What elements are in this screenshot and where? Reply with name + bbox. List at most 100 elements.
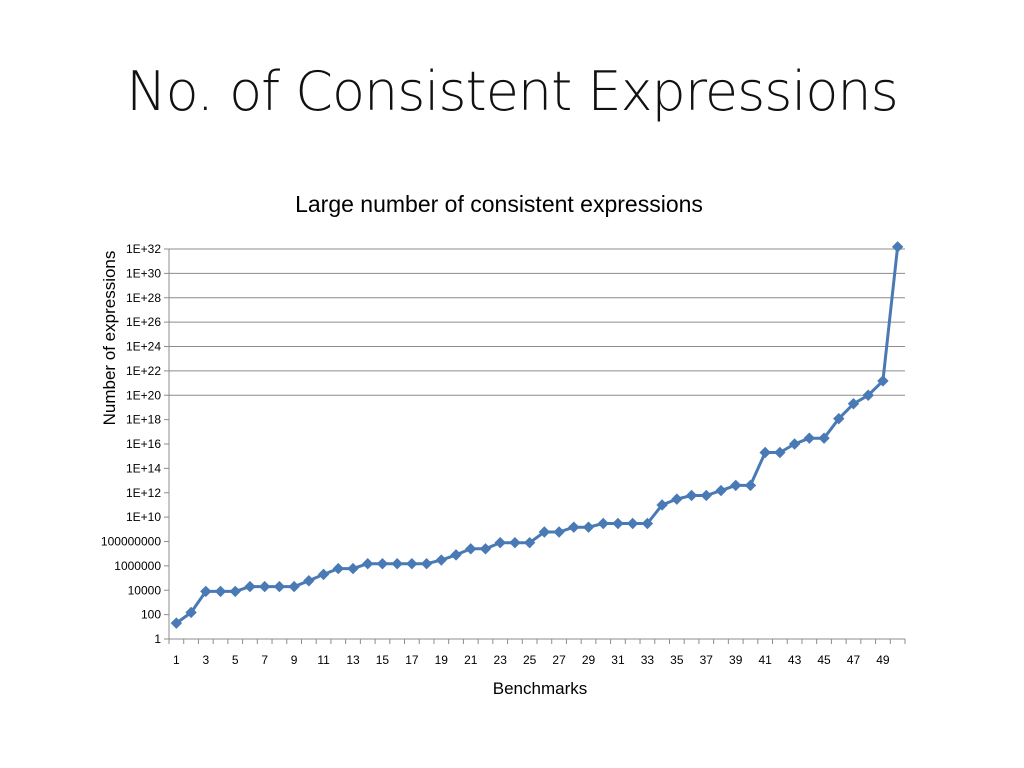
y-tick-label: 10000 — [128, 583, 162, 597]
y-tick-labels: 1 100 10000 1000000 100000000 1E+10 1E+12 1E+14… — [101, 242, 161, 646]
y-tick-label: 1E+16 — [126, 437, 161, 451]
data-point — [744, 479, 757, 492]
data-point — [362, 558, 374, 570]
data-point — [582, 521, 595, 533]
data-point — [376, 558, 389, 570]
data-point — [700, 489, 712, 502]
y-tick-label: 1E+22 — [126, 364, 161, 378]
data-point — [715, 484, 727, 497]
data-point — [685, 489, 698, 502]
x-tick-label: 37 — [700, 653, 714, 667]
data-point — [214, 585, 227, 598]
data-point — [626, 517, 639, 530]
y-tick-label: 100 — [141, 608, 161, 622]
x-tick-label: 49 — [876, 653, 890, 667]
data-point — [450, 549, 462, 561]
x-tick-labels: 1 3 5 7 9 11 13 15 17 19 21 23 25 27 29 31 33 35 37 39 41 43 4… — [173, 653, 890, 667]
y-tick-label: 1E+26 — [126, 315, 161, 329]
y-tick-label: 100000000 — [101, 535, 161, 549]
data-point — [877, 375, 889, 387]
data-point — [347, 562, 359, 575]
data-point — [303, 575, 315, 587]
y-tick-label: 1E+14 — [126, 461, 161, 475]
y-tick-label: 1E+24 — [126, 340, 161, 354]
data-point — [774, 446, 786, 459]
x-tick-label: 31 — [611, 653, 625, 667]
x-tick-label: 7 — [261, 653, 268, 667]
y-tick-label: 1E+10 — [126, 510, 161, 524]
x-axis-title: Benchmarks — [493, 679, 587, 698]
data-point — [479, 543, 492, 555]
y-tick-label: 1E+18 — [126, 413, 161, 427]
x-tick-label: 1 — [173, 653, 180, 667]
x-tick-label: 9 — [291, 653, 298, 667]
x-tick-label: 21 — [464, 653, 478, 667]
data-point — [229, 585, 241, 598]
y-tick-label: 1E+32 — [126, 242, 161, 256]
data-point — [759, 446, 771, 459]
x-tick-label: 5 — [232, 653, 239, 667]
x-tick-label: 3 — [202, 653, 209, 667]
series-markers — [170, 241, 904, 629]
data-point — [435, 554, 448, 566]
x-tick-label: 17 — [405, 653, 419, 667]
y-tick-label: 1E+12 — [126, 486, 161, 500]
series-line — [175, 246, 900, 625]
data-point — [332, 562, 344, 575]
series-line — [175, 246, 900, 625]
y-tick-label: 1E+30 — [126, 266, 161, 280]
x-tick-label: 47 — [847, 653, 861, 667]
slide-title: No. of Consistent Expressions — [126, 60, 898, 123]
data-point — [185, 606, 197, 619]
data-point — [862, 389, 874, 401]
x-tick-label: 25 — [523, 653, 537, 667]
x-tick-label: 39 — [729, 653, 743, 667]
x-tick-label: 23 — [494, 653, 508, 667]
x-tick-label: 43 — [788, 653, 802, 667]
data-point — [406, 558, 418, 570]
data-point — [244, 580, 256, 593]
data-point — [818, 432, 830, 444]
x-tick-label: 19 — [435, 653, 449, 667]
data-point — [803, 432, 816, 444]
data-point — [170, 617, 183, 629]
x-tick-label: 15 — [376, 653, 390, 667]
data-point — [523, 536, 536, 549]
data-point — [641, 517, 654, 530]
data-point — [494, 536, 506, 549]
data-point — [847, 398, 860, 410]
y-axis-title: Number of expressions — [100, 251, 119, 426]
x-tick-label: 13 — [346, 653, 360, 667]
x-tick-label: 45 — [817, 653, 831, 667]
x-tick-label: 29 — [582, 653, 596, 667]
data-point — [612, 517, 624, 530]
data-point — [833, 412, 845, 425]
data-point — [891, 241, 904, 253]
data-point — [391, 558, 403, 570]
x-tick-label: 35 — [670, 653, 684, 667]
y-tick-label: 1 — [154, 632, 161, 646]
data-point — [538, 526, 551, 538]
y-tick-label: 1000000 — [114, 559, 161, 573]
data-point — [597, 517, 609, 530]
axes — [164, 248, 906, 644]
x-tick-label: 27 — [552, 653, 566, 667]
data-point — [258, 580, 271, 593]
data-point — [273, 580, 286, 593]
data-point — [656, 499, 668, 511]
data-point — [509, 536, 521, 549]
data-point — [553, 526, 565, 538]
data-point — [788, 438, 801, 450]
chart-title: Large number of consistent expressions — [295, 191, 703, 217]
data-point — [317, 568, 330, 581]
data-point — [671, 493, 683, 505]
data-point — [288, 580, 300, 593]
data-point — [568, 521, 580, 533]
y-tick-label: 1E+20 — [126, 388, 161, 402]
x-tick-label: 33 — [641, 653, 655, 667]
data-point — [465, 543, 477, 555]
data-point — [730, 479, 742, 492]
y-tick-label: 1E+28 — [126, 291, 161, 305]
x-tick-label: 11 — [317, 653, 330, 667]
